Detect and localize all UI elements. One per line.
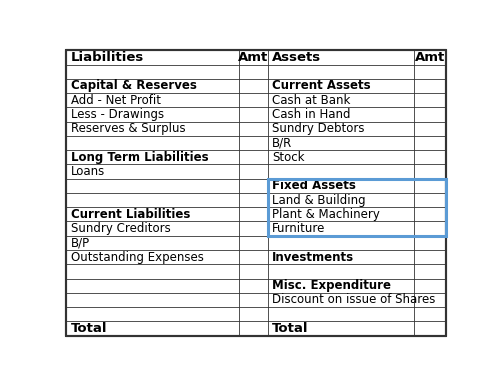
Text: Stock: Stock <box>272 151 304 164</box>
Text: B/R: B/R <box>272 136 292 149</box>
Text: Furniture: Furniture <box>272 222 326 235</box>
Text: Loans: Loans <box>71 165 105 178</box>
Text: Total: Total <box>272 322 308 335</box>
Text: Misc. Expenditure: Misc. Expenditure <box>272 279 391 292</box>
Text: Investments: Investments <box>272 251 354 264</box>
Text: Capital & Reserves: Capital & Reserves <box>71 79 197 92</box>
Text: Land & Building: Land & Building <box>272 194 366 207</box>
Text: B/P: B/P <box>71 236 90 249</box>
Text: Sundry Creditors: Sundry Creditors <box>71 222 170 235</box>
Text: Cash in Hand: Cash in Hand <box>272 108 350 121</box>
Text: Reserves & Surplus: Reserves & Surplus <box>71 122 186 135</box>
Text: Cash at Bank: Cash at Bank <box>272 94 350 107</box>
Text: Sundry Debtors: Sundry Debtors <box>272 122 364 135</box>
Bar <box>268 179 446 236</box>
Text: Add - Net Profit: Add - Net Profit <box>71 94 161 107</box>
Text: Liabilities: Liabilities <box>71 51 144 64</box>
Text: Long Term Liabilities: Long Term Liabilities <box>71 151 208 164</box>
Text: Assets: Assets <box>272 51 322 64</box>
Text: Current Liabilities: Current Liabilities <box>71 208 190 221</box>
Text: Total: Total <box>71 322 108 335</box>
Text: Current Assets: Current Assets <box>272 79 371 92</box>
Text: Less - Drawings: Less - Drawings <box>71 108 164 121</box>
Text: Discount on issue of Shares: Discount on issue of Shares <box>272 293 436 306</box>
Text: Amt: Amt <box>238 51 268 64</box>
Text: Fixed Assets: Fixed Assets <box>272 179 356 192</box>
Text: Amt: Amt <box>415 51 445 64</box>
Text: Outstanding Expenses: Outstanding Expenses <box>71 251 204 264</box>
Text: Plant & Machinery: Plant & Machinery <box>272 208 380 221</box>
